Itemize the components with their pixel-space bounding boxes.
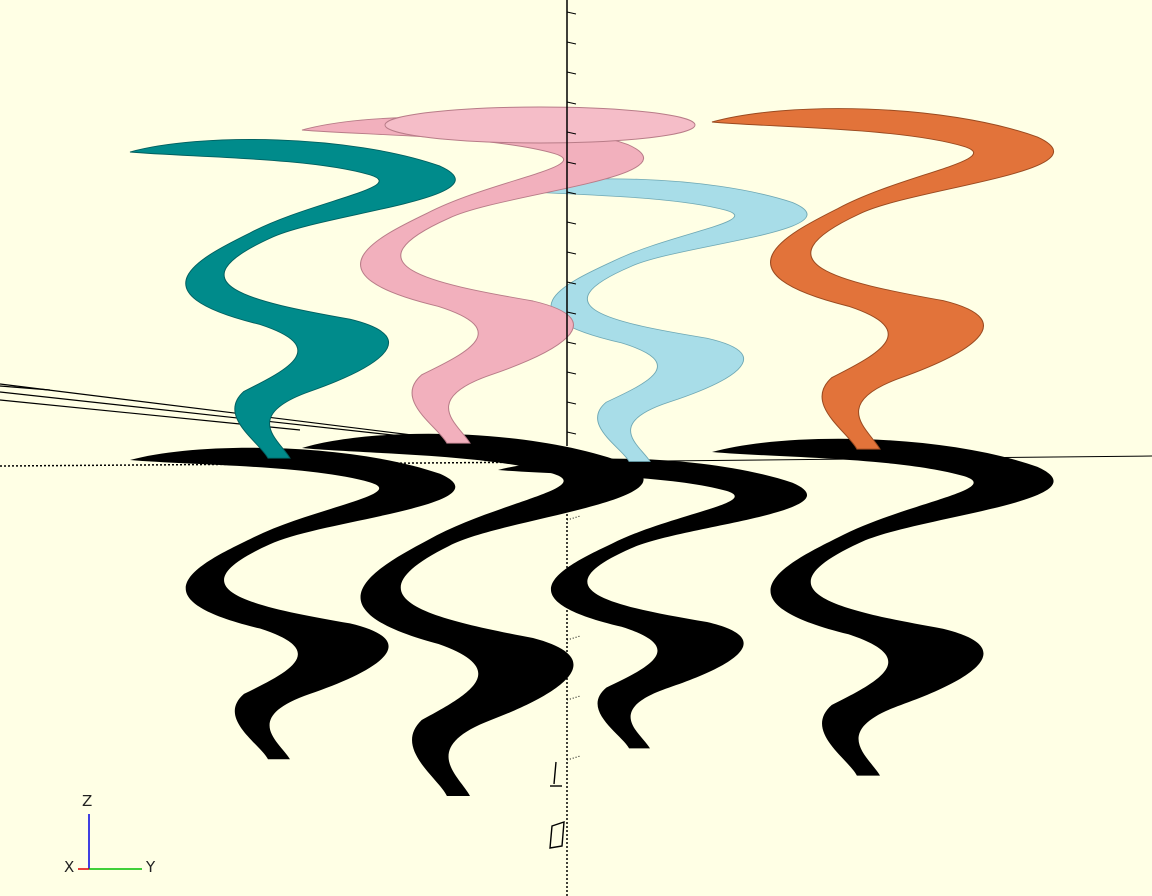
gizmo-y-label: Y: [146, 858, 156, 876]
axis-vertical: [566, 0, 581, 896]
gizmo-z-label: Z: [82, 792, 93, 810]
axis-horizontal-negative: [0, 461, 561, 467]
axes-gizmo: [78, 814, 142, 870]
object-teal[interactable]: [129, 138, 456, 459]
object-pink[interactable]: [301, 106, 696, 444]
object-orange[interactable]: [711, 108, 1055, 450]
shadow-group: [130, 433, 1054, 796]
axis-depth-lines: [0, 383, 421, 439]
gizmo-x-label: X: [64, 858, 75, 876]
axis-number-glyphs: [549, 761, 565, 849]
axis-horizontal-positive: [559, 455, 1152, 463]
